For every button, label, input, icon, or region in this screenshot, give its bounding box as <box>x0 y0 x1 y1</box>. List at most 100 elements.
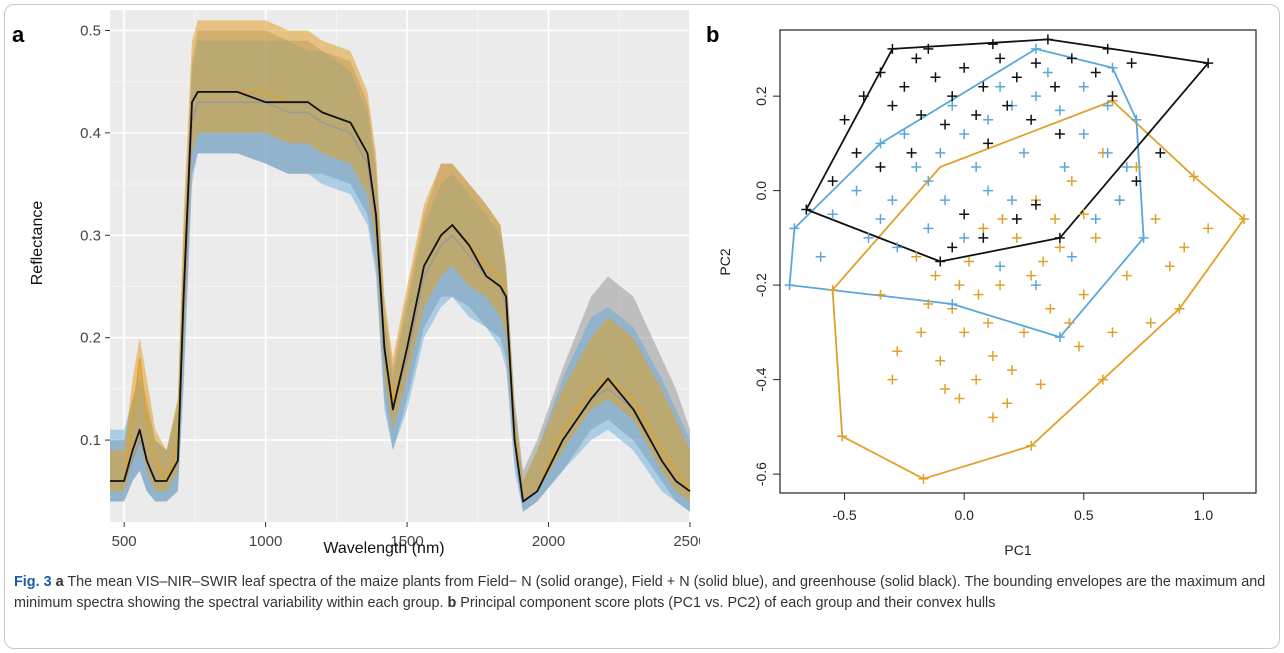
pca-point-blue <box>1054 105 1065 116</box>
pca-x-tick-label: 1.0 <box>1194 507 1214 523</box>
pca-point-orange <box>887 374 898 385</box>
pca-point-black <box>1002 100 1013 111</box>
spectra-y-tick-label: 0.4 <box>80 125 101 142</box>
pca-point-orange <box>1035 379 1046 390</box>
pca-point-black <box>801 204 812 215</box>
pca-point-orange <box>1239 213 1250 224</box>
figure-caption: Fig. 3 a The mean VIS–NIR–SWIR leaf spec… <box>14 572 1270 614</box>
pca-point-blue <box>1138 232 1149 243</box>
pca-point-orange <box>1026 440 1037 451</box>
pca-point-black <box>1026 114 1037 125</box>
pca-point-black <box>1155 147 1166 158</box>
pca-point-orange <box>940 384 951 395</box>
pca-point-black <box>858 91 869 102</box>
pca-point-black <box>1102 43 1113 54</box>
pca-point-black <box>1050 81 1061 92</box>
pca-point-black <box>916 110 927 121</box>
pca-point-blue <box>1059 162 1070 173</box>
pca-point-orange <box>837 431 848 442</box>
caption-text-a: The mean VIS–NIR–SWIR leaf spectra of th… <box>14 574 1266 611</box>
pca-point-blue <box>995 81 1006 92</box>
pca-point-black <box>875 67 886 78</box>
pca-point-orange <box>935 355 946 366</box>
pca-point-blue <box>875 138 886 149</box>
pca-point-black <box>1090 67 1101 78</box>
pca-point-black <box>851 147 862 158</box>
pca-point-blue <box>899 128 910 139</box>
pca-points <box>784 34 1250 484</box>
pca-point-orange <box>1045 303 1056 314</box>
pca-point-orange <box>918 473 929 484</box>
pca-point-blue <box>947 299 958 310</box>
pca-point-orange <box>963 256 974 267</box>
pca-point-orange <box>1018 327 1029 338</box>
pca-point-black <box>959 62 970 73</box>
pca-point-orange <box>1203 223 1214 234</box>
pca-plot-box <box>779 29 1257 494</box>
pca-point-orange <box>1107 327 1118 338</box>
pca-point-orange <box>1026 270 1037 281</box>
pca-point-blue <box>1107 62 1118 73</box>
pca-point-orange <box>911 251 922 262</box>
pca-point-black <box>1203 58 1214 69</box>
pca-point-orange <box>1097 374 1108 385</box>
spectra-y-tick-label: 0.1 <box>80 432 101 449</box>
pca-point-blue <box>959 232 970 243</box>
pca-point-orange <box>1078 289 1089 300</box>
pca-point-black <box>911 53 922 64</box>
pca-point-blue <box>1114 195 1125 206</box>
pca-point-black <box>971 110 982 121</box>
pca-point-blue <box>1030 43 1041 54</box>
pca-point-black <box>1054 232 1065 243</box>
pca-hull-orange <box>831 100 1245 480</box>
pca-point-blue <box>971 162 982 173</box>
pca-point-blue <box>1054 332 1065 343</box>
pca-x-tick-label: 0.0 <box>954 507 974 523</box>
pca-point-orange <box>1179 242 1190 253</box>
pca-point-orange <box>971 374 982 385</box>
pca-point-black <box>1126 58 1137 69</box>
spectra-envelopes <box>110 20 690 512</box>
pca-point-orange <box>916 327 927 338</box>
pca-point-black <box>947 242 958 253</box>
pca-point-orange <box>1066 176 1077 187</box>
pca-point-blue <box>1042 67 1053 78</box>
pca-point-black <box>959 209 970 220</box>
pca-point-orange <box>1188 171 1199 182</box>
pca-point-black <box>978 81 989 92</box>
pca-point-orange <box>983 317 994 328</box>
pca-point-orange <box>930 270 941 281</box>
pca-point-blue <box>1121 162 1132 173</box>
pca-point-black <box>1054 128 1065 139</box>
caption-label: Fig. 3 <box>14 574 52 590</box>
pca-point-blue <box>911 162 922 173</box>
caption-letter-a: a <box>55 574 64 590</box>
pca-point-orange <box>978 223 989 234</box>
pca-y-tick-label: 0.0 <box>753 181 769 201</box>
pca-point-black <box>827 176 838 187</box>
pca-point-blue <box>789 223 800 234</box>
pca-x-tick-label: -0.5 <box>833 507 857 523</box>
pca-point-orange <box>1145 317 1156 328</box>
pca-point-black <box>978 232 989 243</box>
pca-point-blue <box>815 251 826 262</box>
pca-point-orange <box>875 289 886 300</box>
pca-point-orange <box>959 327 970 338</box>
pca-point-orange <box>1050 213 1061 224</box>
pca-point-blue <box>875 213 886 224</box>
pca-point-blue <box>995 261 1006 272</box>
spectra-x-tick-label: 1500 <box>390 533 423 550</box>
pca-point-black <box>987 39 998 50</box>
pca-point-blue <box>827 209 838 220</box>
caption-letter-b: b <box>447 595 457 611</box>
pca-point-black <box>995 53 1006 64</box>
spectra-y-tick-label: 0.5 <box>80 22 101 39</box>
pca-point-orange <box>1150 213 1161 224</box>
pca-point-blue <box>1030 280 1041 291</box>
pca-point-blue <box>892 242 903 253</box>
pca-point-blue <box>1030 91 1041 102</box>
pca-point-orange <box>1164 261 1175 272</box>
spectra-x-axis-label: Wavelength (nm) <box>323 540 444 557</box>
spectra-y-tick-label: 0.2 <box>80 330 101 347</box>
